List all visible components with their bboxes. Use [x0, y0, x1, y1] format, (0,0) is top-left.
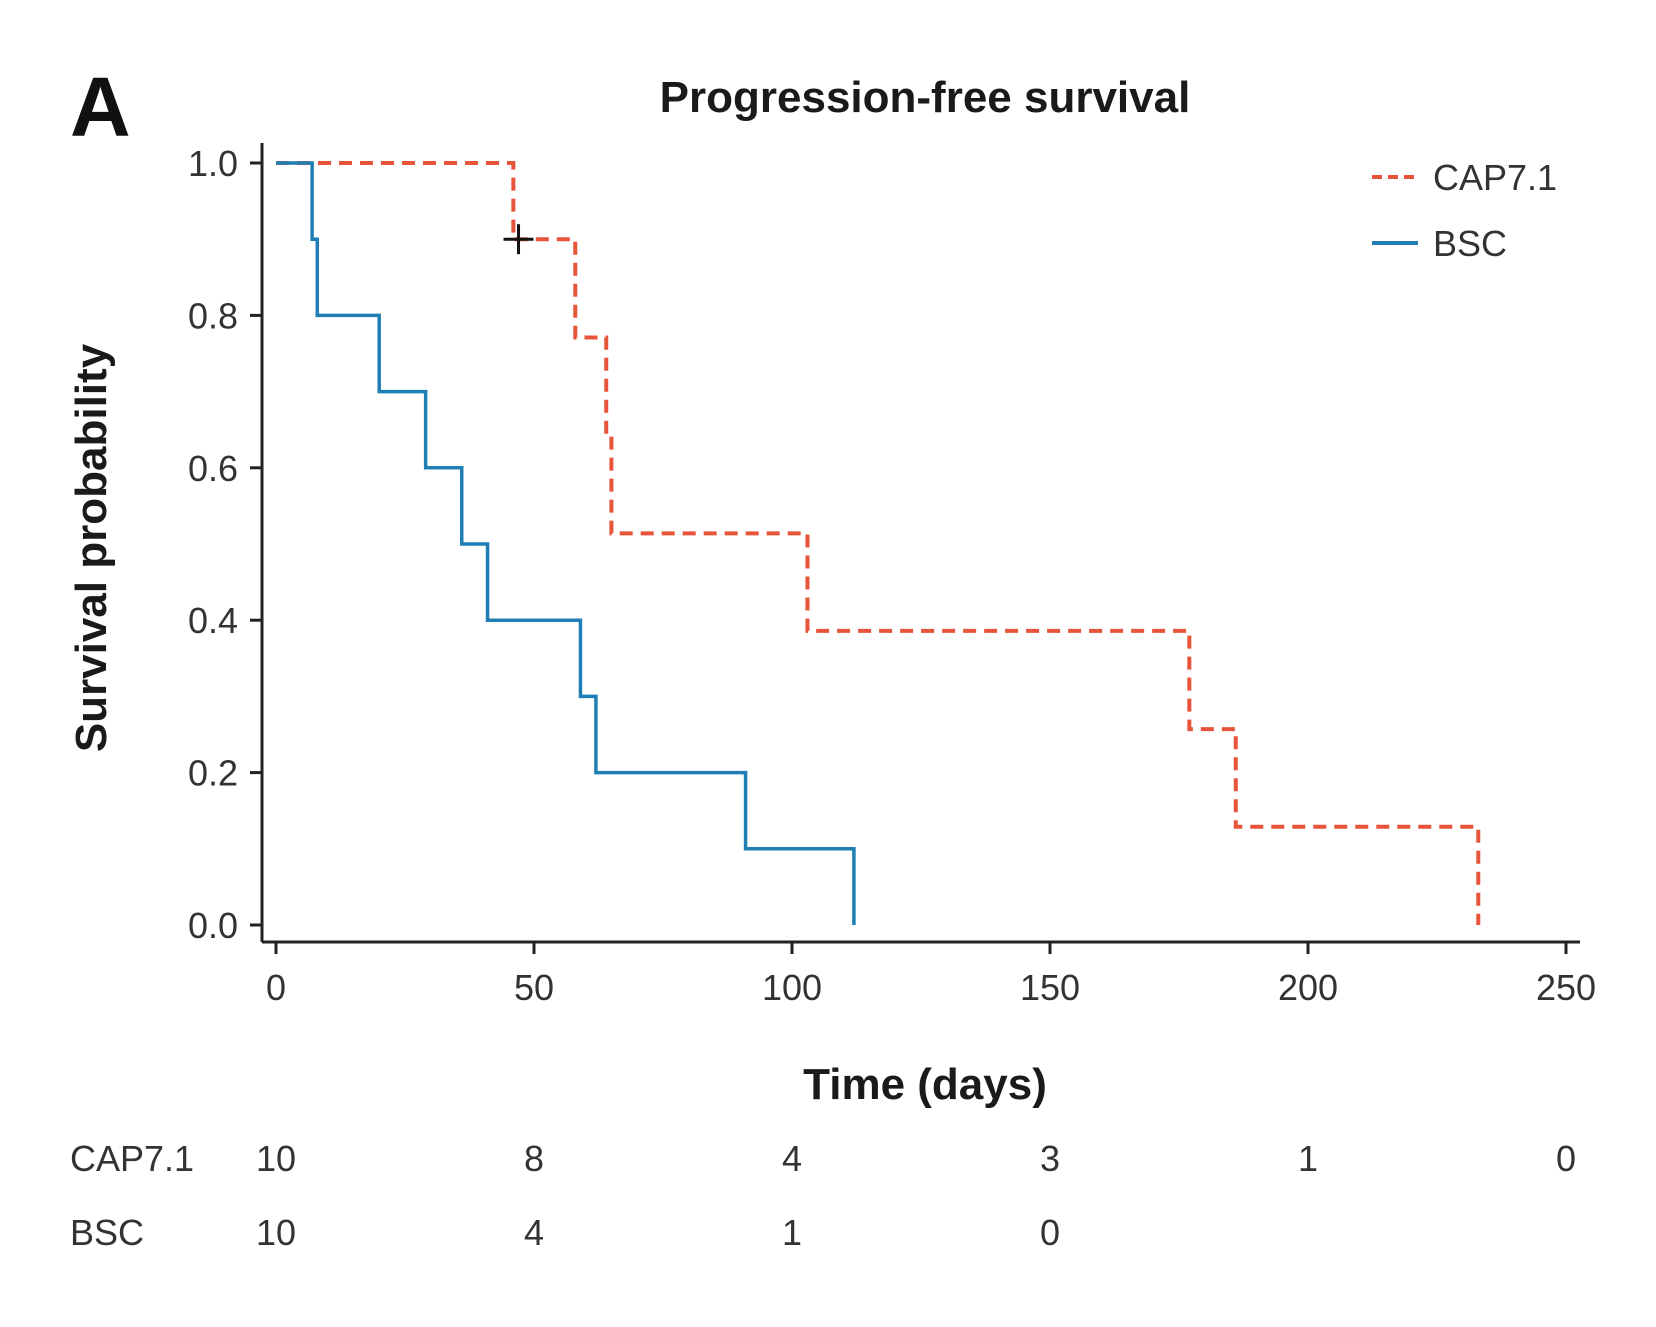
x-tick-label: 100: [762, 967, 822, 1008]
risk-count: 10: [256, 1212, 296, 1253]
series-line-bsc: [276, 161, 856, 925]
risk-count: 4: [782, 1138, 802, 1179]
x-tick-label: 150: [1020, 967, 1080, 1008]
legend: CAP7.1 BSC: [1372, 157, 1557, 264]
risk-count: 0: [1556, 1138, 1576, 1179]
y-axis-title: Survival probability: [67, 343, 116, 752]
risk-count: 10: [256, 1138, 296, 1179]
y-tick-label: 1.0: [188, 143, 238, 184]
y-tick-label: 0.8: [188, 295, 238, 336]
plot-series: [276, 161, 1481, 925]
risk-count: 4: [524, 1212, 544, 1253]
panel-label: A: [70, 60, 131, 154]
risk-count: 3: [1040, 1138, 1060, 1179]
x-tick-label: 250: [1536, 967, 1596, 1008]
risk-count: 1: [1298, 1138, 1318, 1179]
risk-row-label: CAP7.1: [70, 1138, 194, 1179]
censor-mark: [503, 224, 534, 255]
y-tick-label: 0.0: [188, 905, 238, 946]
risk-row-label: BSC: [70, 1212, 144, 1253]
risk-count: 0: [1040, 1212, 1060, 1253]
legend-label: BSC: [1433, 223, 1507, 264]
x-tick-label: 200: [1278, 967, 1338, 1008]
x-axis-title: Time (days): [803, 1060, 1047, 1109]
chart-title: Progression-free survival: [660, 73, 1191, 122]
y-tick-label: 0.2: [188, 753, 238, 794]
risk-count: 8: [524, 1138, 544, 1179]
legend-label: CAP7.1: [1433, 157, 1557, 198]
risk-count: 1: [782, 1212, 802, 1253]
x-tick-label: 50: [514, 967, 554, 1008]
series-line-cap7-1: [276, 161, 1481, 925]
axes: 0 50 100 150 200 250 0.0 0.2 0.4 0.6 0.8 1.0: [188, 143, 1596, 1008]
x-tick-label: 0: [266, 967, 286, 1008]
y-tick-label: 0.6: [188, 448, 238, 489]
y-tick-label: 0.4: [188, 600, 238, 641]
